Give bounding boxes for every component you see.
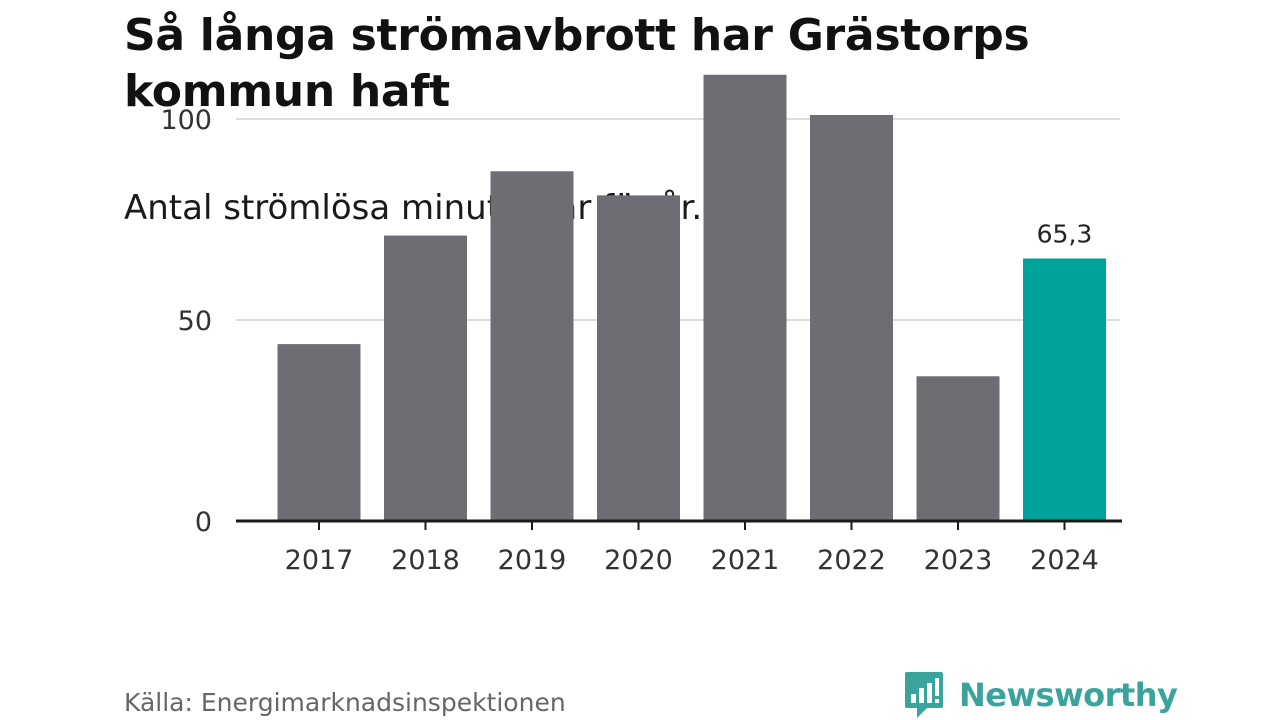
x-tick-label-2020: 2020 (604, 545, 673, 576)
bar-2017 (277, 344, 361, 521)
chart-title: Så långa strömavbrott har Grästorps komm… (124, 10, 1030, 117)
x-tick-label-2024: 2024 (1030, 545, 1099, 576)
bar-2023 (916, 376, 1000, 521)
x-tick-label-2023: 2023 (924, 545, 993, 576)
brand-name: Newsworthy (959, 676, 1178, 714)
x-tick-label-2019: 2019 (498, 545, 567, 576)
x-tick-label-2022: 2022 (817, 545, 886, 576)
bar-chart: 0 50 100 2017 2018 2019 2020 2021 2022 2023 2024 65… (160, 74, 1122, 576)
bar-2018 (384, 235, 467, 521)
x-tick-label-2017: 2017 (285, 545, 354, 576)
bar-2020 (597, 195, 680, 521)
x-tick-label-2021: 2021 (711, 545, 780, 576)
data-label-2024: 65,3 (1037, 219, 1093, 248)
bar-2022 (810, 114, 893, 521)
source-note: Källa: Energimarknadsinspektionen (124, 688, 566, 717)
y-tick-label-50: 50 (178, 306, 212, 337)
bar-2019 (490, 171, 574, 521)
bar-2021 (703, 74, 787, 521)
y-tick-label-0: 0 (195, 507, 212, 538)
brand-logo: Newsworthy (903, 670, 1178, 720)
bar-2024 (1023, 258, 1106, 521)
newsworthy-logo-icon (905, 672, 943, 718)
x-tick-label-2018: 2018 (391, 545, 460, 576)
y-tick-label-100: 100 (160, 105, 212, 136)
